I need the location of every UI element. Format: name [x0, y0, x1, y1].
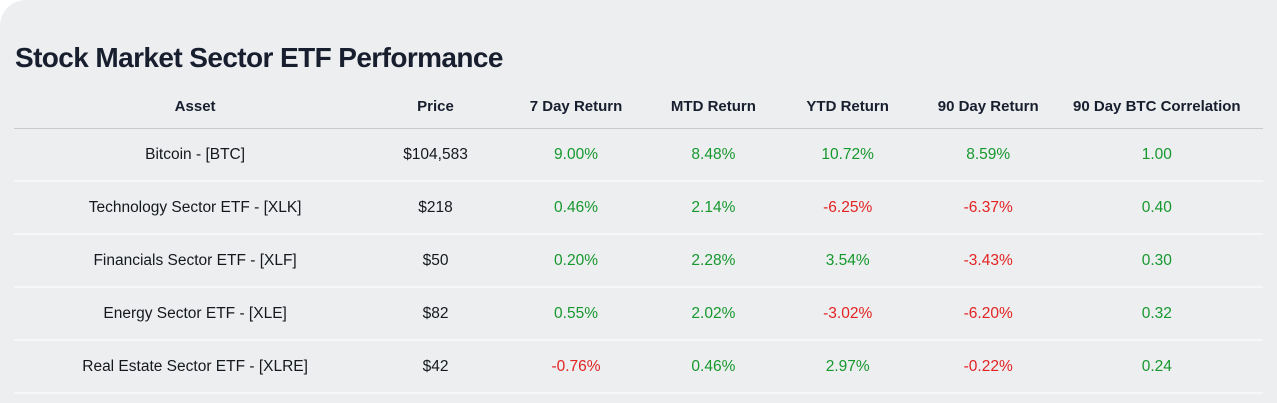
- value-cell: -3.02%: [769, 287, 926, 341]
- asset-cell: Technology Sector ETF - [XLK]: [14, 181, 377, 235]
- value-cell: 3.54%: [769, 234, 926, 288]
- column-header-1: Price: [376, 98, 495, 129]
- table-row: Technology Sector ETF - [XLK] $218 0.46% 2.…: [14, 181, 1263, 235]
- value-cell: 1.00: [1050, 128, 1263, 182]
- value-cell: 0.32: [1050, 287, 1263, 341]
- value-cell: -0.22%: [925, 340, 1051, 394]
- value-cell: 2.97%: [769, 340, 926, 394]
- value-cell: -6.37%: [925, 181, 1051, 235]
- value-cell: 2.02%: [657, 287, 770, 341]
- table-row: Bitcoin - [BTC] $104,583 9.00% 8.48% 10.72% 8…: [14, 128, 1263, 182]
- value-cell: 8.59%: [925, 128, 1051, 182]
- column-header-3: MTD Return: [657, 98, 770, 129]
- table-row: Real Estate Sector ETF - [XLRE] $42 -0.76%…: [14, 340, 1263, 394]
- value-cell: -6.20%: [925, 287, 1051, 341]
- asset-cell: Real Estate Sector ETF - [XLRE]: [14, 340, 377, 394]
- page-title: Stock Market Sector ETF Performance: [15, 42, 503, 73]
- value-cell: -3.43%: [925, 234, 1051, 288]
- price-cell: $42: [376, 340, 495, 394]
- column-header-0: Asset: [14, 98, 377, 129]
- price-cell: $82: [376, 287, 495, 341]
- value-cell: 2.14%: [657, 181, 770, 235]
- value-cell: 2.28%: [657, 234, 770, 288]
- value-cell: 0.46%: [494, 181, 658, 235]
- table-header-row: Asset Price 7 Day Return MTD Return YTD Retu…: [14, 98, 1263, 129]
- value-cell: 10.72%: [769, 128, 926, 182]
- value-cell: 8.48%: [657, 128, 770, 182]
- column-header-6: 90 Day BTC Correlation: [1050, 98, 1263, 129]
- table-row: Financials Sector ETF - [XLF] $50 0.20% 2.2…: [14, 234, 1263, 288]
- price-cell: $50: [376, 234, 495, 288]
- value-cell: -6.25%: [769, 181, 926, 235]
- etf-performance-table: Asset Price 7 Day Return MTD Return YTD Retu…: [14, 98, 1263, 394]
- value-cell: 0.55%: [494, 287, 658, 341]
- price-cell: $218: [376, 181, 495, 235]
- table-row: Energy Sector ETF - [XLE] $82 0.55% 2.02% -3…: [14, 287, 1263, 341]
- value-cell: 0.40: [1050, 181, 1263, 235]
- column-header-5: 90 Day Return: [925, 98, 1051, 129]
- price-cell: $104,583: [376, 128, 495, 182]
- table-body: Bitcoin - [BTC] $104,583 9.00% 8.48% 10.72% 8…: [14, 128, 1263, 394]
- asset-cell: Bitcoin - [BTC]: [14, 128, 377, 182]
- column-header-4: YTD Return: [769, 98, 926, 129]
- value-cell: 9.00%: [494, 128, 658, 182]
- value-cell: 0.24: [1050, 340, 1263, 394]
- value-cell: 0.30: [1050, 234, 1263, 288]
- column-header-2: 7 Day Return: [494, 98, 658, 129]
- value-cell: 0.46%: [657, 340, 770, 394]
- value-cell: 0.20%: [494, 234, 658, 288]
- asset-cell: Energy Sector ETF - [XLE]: [14, 287, 377, 341]
- asset-cell: Financials Sector ETF - [XLF]: [14, 234, 377, 288]
- value-cell: -0.76%: [494, 340, 658, 394]
